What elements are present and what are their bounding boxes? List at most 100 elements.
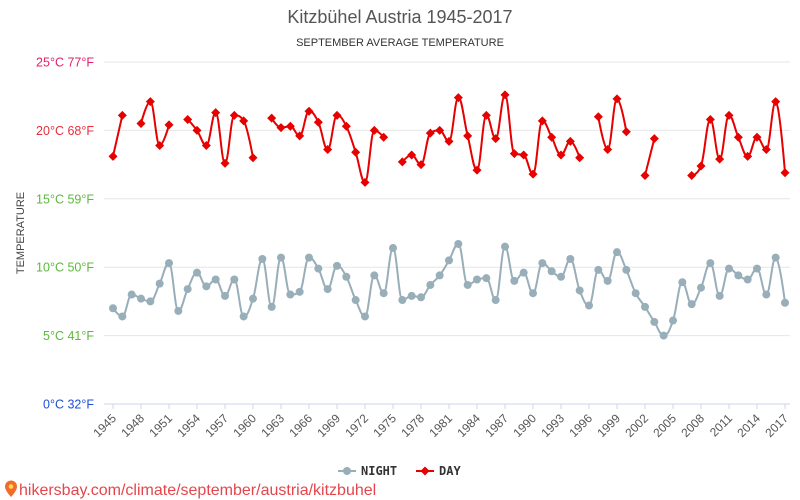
night-point[interactable] <box>613 248 621 257</box>
day-point[interactable] <box>397 157 407 167</box>
day-point[interactable] <box>313 117 323 127</box>
night-point[interactable] <box>314 264 323 273</box>
day-point[interactable] <box>603 145 613 155</box>
day-point[interactable] <box>117 110 127 120</box>
night-point[interactable] <box>165 259 173 268</box>
night-point[interactable] <box>473 275 481 284</box>
night-point[interactable] <box>277 253 285 262</box>
day-point[interactable] <box>304 106 314 116</box>
night-point[interactable] <box>491 296 500 305</box>
night-point[interactable] <box>510 276 519 285</box>
day-point[interactable] <box>332 110 342 120</box>
legend-item-day[interactable]: DAY <box>416 464 461 478</box>
night-point[interactable] <box>370 271 379 280</box>
night-point[interactable] <box>482 274 491 283</box>
day-point[interactable] <box>435 125 445 135</box>
legend-item-night[interactable]: NIGHT <box>338 464 397 478</box>
night-point[interactable] <box>398 296 407 305</box>
night-point[interactable] <box>127 290 136 299</box>
day-point[interactable] <box>425 128 435 138</box>
day-point[interactable] <box>341 121 351 131</box>
day-point[interactable] <box>108 151 118 161</box>
night-point[interactable] <box>295 287 304 296</box>
day-point[interactable] <box>556 150 566 160</box>
day-point[interactable] <box>323 145 333 155</box>
day-point[interactable] <box>780 168 790 178</box>
day-point[interactable] <box>155 140 165 150</box>
night-point[interactable] <box>454 239 463 248</box>
night-point[interactable] <box>669 316 677 325</box>
night-point[interactable] <box>323 285 332 294</box>
night-point[interactable] <box>715 291 724 300</box>
night-point[interactable] <box>753 264 761 273</box>
day-point[interactable] <box>547 132 557 142</box>
day-point[interactable] <box>481 110 491 120</box>
night-point[interactable] <box>342 272 351 281</box>
night-point[interactable] <box>109 304 117 313</box>
night-point[interactable] <box>193 268 201 277</box>
day-point[interactable] <box>575 153 585 163</box>
day-point[interactable] <box>733 132 743 142</box>
day-point[interactable] <box>491 134 501 144</box>
night-point[interactable] <box>407 291 416 300</box>
night-point[interactable] <box>734 271 743 280</box>
night-point[interactable] <box>417 293 425 302</box>
day-point[interactable] <box>472 165 482 175</box>
night-point[interactable] <box>118 312 127 321</box>
night-point[interactable] <box>706 259 715 268</box>
night-point[interactable] <box>659 331 668 340</box>
night-point[interactable] <box>174 306 183 315</box>
night-point[interactable] <box>585 301 593 310</box>
day-point[interactable] <box>565 136 575 146</box>
night-point[interactable] <box>463 280 472 289</box>
night-point[interactable] <box>650 317 659 326</box>
night-point[interactable] <box>435 271 444 280</box>
day-point[interactable] <box>640 171 650 181</box>
night-point[interactable] <box>557 272 565 281</box>
night-point[interactable] <box>389 244 397 253</box>
day-point[interactable] <box>537 116 547 126</box>
night-point[interactable] <box>743 275 752 284</box>
night-point[interactable] <box>202 282 211 291</box>
day-point[interactable] <box>220 158 230 168</box>
night-point[interactable] <box>379 289 388 298</box>
day-point[interactable] <box>136 119 146 129</box>
day-point[interactable] <box>295 131 305 141</box>
night-point[interactable] <box>146 297 155 306</box>
night-point[interactable] <box>771 253 780 262</box>
night-point[interactable] <box>622 265 631 274</box>
day-point[interactable] <box>696 161 706 171</box>
night-point[interactable] <box>566 254 575 263</box>
day-point[interactable] <box>752 132 762 142</box>
night-point[interactable] <box>183 285 192 294</box>
day-point[interactable] <box>724 110 734 120</box>
day-point[interactable] <box>416 160 426 170</box>
night-point[interactable] <box>249 294 257 303</box>
day-point[interactable] <box>649 134 659 144</box>
night-point[interactable] <box>501 242 509 251</box>
night-point[interactable] <box>333 261 341 270</box>
night-point[interactable] <box>258 254 267 263</box>
day-point[interactable] <box>379 132 389 142</box>
day-point[interactable] <box>771 97 781 107</box>
day-point[interactable] <box>705 114 715 124</box>
day-point[interactable] <box>360 177 370 187</box>
night-point[interactable] <box>594 265 603 274</box>
night-point[interactable] <box>547 267 556 276</box>
night-point[interactable] <box>725 264 733 273</box>
night-point[interactable] <box>137 294 145 303</box>
night-point[interactable] <box>603 276 612 285</box>
day-point[interactable] <box>612 94 622 104</box>
day-point[interactable] <box>164 120 174 130</box>
night-point[interactable] <box>239 312 248 321</box>
day-point[interactable] <box>761 145 771 155</box>
night-point[interactable] <box>305 253 313 262</box>
day-point[interactable] <box>285 121 295 131</box>
night-point[interactable] <box>211 275 220 284</box>
night-point[interactable] <box>267 302 276 311</box>
night-point[interactable] <box>631 289 640 298</box>
night-point[interactable] <box>286 290 295 299</box>
day-point[interactable] <box>519 150 529 160</box>
day-point[interactable] <box>528 169 538 179</box>
day-point[interactable] <box>621 127 631 137</box>
